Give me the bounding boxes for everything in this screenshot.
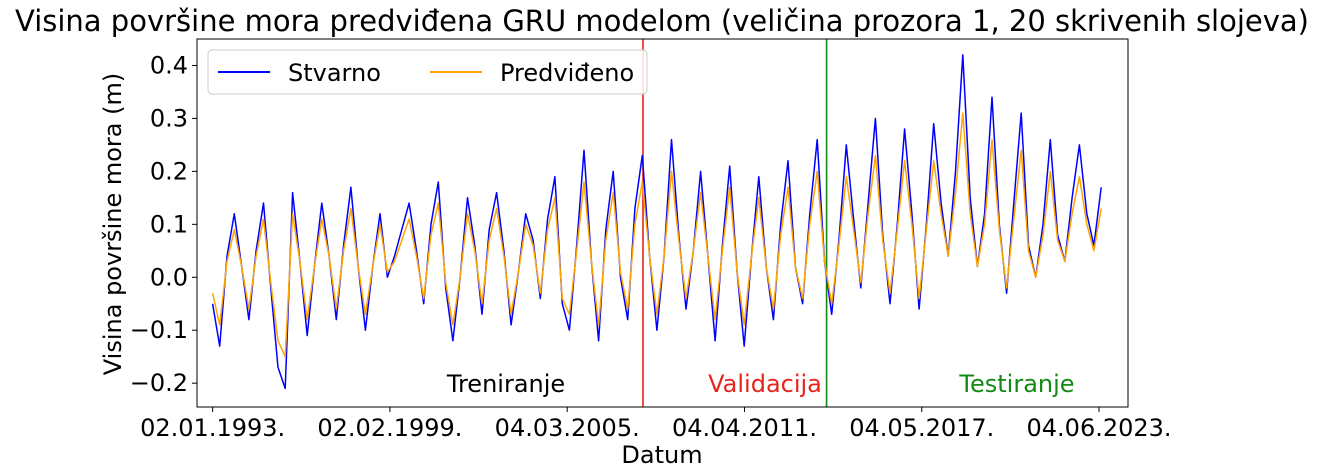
annotation-validation: Validacija	[708, 370, 822, 398]
x-tick-label: 02.01.1993.	[140, 414, 285, 442]
y-axis-label: Visina površine mora (m)	[99, 73, 127, 375]
y-tick-label: −0.1	[130, 316, 188, 344]
y-axis: −0.2 −0.1 0.0 0.1 0.2 0.3 0.4	[130, 51, 197, 397]
x-tick-label: 02.02.1999.	[317, 414, 462, 442]
annotation-training: Treniranje	[446, 370, 565, 398]
annotation-testing: Testiranje	[958, 370, 1074, 398]
series-line-predicted	[211, 112, 1102, 358]
plot-border	[196, 38, 1129, 408]
x-tick-label: 04.03.2005.	[495, 414, 640, 442]
y-tick-label: 0.4	[150, 51, 188, 79]
y-tick-label: −0.2	[130, 369, 188, 397]
series-line-actual	[211, 54, 1102, 390]
y-tick-label: 0.3	[150, 104, 188, 132]
x-tick-label: 04.06.2023.	[1027, 414, 1172, 442]
split-lines	[642, 39, 828, 407]
legend-box	[207, 49, 648, 95]
y-tick-label: 0.1	[150, 210, 188, 238]
x-tick-label: 04.04.2011.	[672, 414, 817, 442]
legend-label-predicted: Predviđeno	[500, 59, 634, 87]
plot-area	[196, 38, 1129, 408]
legend: Stvarno Predviđeno	[207, 49, 648, 95]
legend-label-actual: Stvarno	[288, 59, 381, 87]
x-tick-label: 04.05.2017.	[849, 414, 994, 442]
y-tick-label: 0.2	[150, 157, 188, 185]
x-axis: 02.01.1993. 02.02.1999. 04.03.2005. 04.04.2…	[140, 407, 1172, 442]
x-axis-label: Datum	[621, 441, 702, 469]
series-layer	[211, 54, 1102, 390]
chart-title: Visina površine mora predviđena GRU mode…	[15, 4, 1309, 38]
y-tick-label: 0.0	[150, 263, 188, 291]
